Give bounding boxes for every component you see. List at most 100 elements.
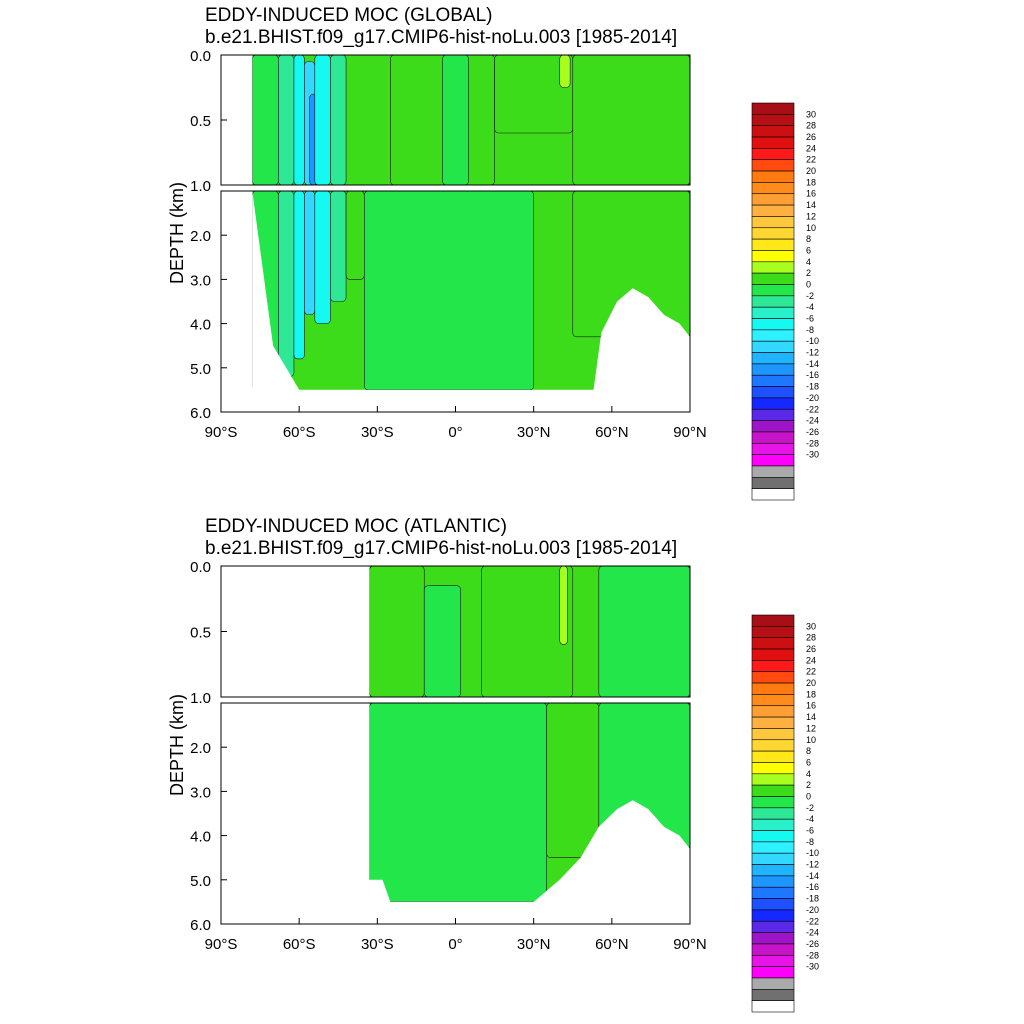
colorbar-swatch xyxy=(751,193,795,206)
contour-region xyxy=(314,191,331,324)
colorbar-label: -18 xyxy=(806,894,819,904)
colorbar-label: -28 xyxy=(806,438,819,448)
colorbar-label: -6 xyxy=(806,826,814,836)
panel-title: EDDY-INDUCED MOC (GLOBAL) xyxy=(205,5,493,26)
lower-subplot xyxy=(221,191,690,412)
contour-plot-atlantic: 0.0 0.5 1.0 2.0 3.0 4.0 5.0 6.0 90°S 60°S 30°S 0° 30… xyxy=(190,559,707,953)
contour-region xyxy=(304,191,316,316)
contour-region xyxy=(293,55,305,185)
land-mask xyxy=(369,800,690,924)
colorbar-swatch xyxy=(751,716,795,729)
colorbar-label: -28 xyxy=(806,950,819,960)
colorbar-label: 14 xyxy=(806,712,816,722)
colorbar-label: -4 xyxy=(806,814,814,824)
y-tick-label: 0.0 xyxy=(190,48,211,65)
upper-subplot xyxy=(221,55,690,185)
colorbar-label: 26 xyxy=(806,644,816,654)
colorbar-swatch xyxy=(751,136,795,149)
y-tick-label: 2.0 xyxy=(190,228,211,245)
colorbar-label: 16 xyxy=(806,701,816,711)
colorbar-swatch xyxy=(751,626,795,638)
x-tick-label: 0° xyxy=(448,424,462,441)
colorbar-swatch xyxy=(751,454,795,467)
colorbar-label: 12 xyxy=(806,211,816,221)
colorbar-swatch xyxy=(751,852,795,865)
y-tick-label: 1.0 xyxy=(190,690,211,707)
y-tick-label: 5.0 xyxy=(190,873,211,890)
colorbar-swatch xyxy=(751,250,795,263)
colorbar-swatch xyxy=(751,477,795,489)
x-tick-label: 60°N xyxy=(595,936,629,953)
colorbar-swatch xyxy=(751,943,795,956)
colorbar-label: 28 xyxy=(806,633,816,643)
contour-region xyxy=(369,703,547,903)
colorbar-swatch xyxy=(751,182,795,195)
colorbar-swatch xyxy=(751,660,795,673)
colorbar-label: -26 xyxy=(806,427,819,437)
colorbar-swatch xyxy=(751,488,795,501)
colorbar-swatch xyxy=(751,818,795,831)
colorbar-swatch xyxy=(751,306,795,319)
colorbar-swatch xyxy=(751,397,795,410)
colorbar-swatch xyxy=(751,227,795,240)
colorbar-swatch xyxy=(751,841,795,854)
panel-subtitle: b.e21.BHIST.f09_g17.CMIP6-hist-noLu.003 … xyxy=(205,538,677,559)
colorbar-swatch xyxy=(751,238,795,251)
colorbar-atlantic: 302826242220181614121086420-2-4-6-8-10-1… xyxy=(751,614,819,1013)
colorbar-label: -30 xyxy=(806,450,819,460)
colorbar-swatch xyxy=(751,295,795,308)
colorbar-swatch xyxy=(751,386,795,399)
contour-region xyxy=(546,703,600,858)
land-mask xyxy=(221,566,370,697)
colorbar-swatch xyxy=(751,728,795,741)
colorbar-swatch xyxy=(751,671,795,684)
colorbar-label: -20 xyxy=(806,393,819,403)
colorbar-swatch xyxy=(751,750,795,763)
colorbar-label: 24 xyxy=(806,655,816,665)
colorbar-swatch xyxy=(751,909,795,922)
colorbar-swatch xyxy=(751,170,795,183)
colorbar-swatch xyxy=(751,694,795,707)
contour-region xyxy=(251,55,279,185)
x-tick-label: 60°S xyxy=(283,936,316,953)
x-tick-label: 60°S xyxy=(283,424,316,441)
contour-region xyxy=(423,585,462,697)
colorbar-label: 2 xyxy=(806,780,811,790)
colorbar-swatch xyxy=(751,374,795,387)
colorbar-swatch xyxy=(751,159,795,172)
colorbar-label: -22 xyxy=(806,916,819,926)
colorbar-label: -4 xyxy=(806,302,814,312)
y-tick-label: 6.0 xyxy=(190,405,211,422)
colorbar-label: 8 xyxy=(806,746,811,756)
colorbar-label: 8 xyxy=(806,234,811,244)
colorbar-swatch xyxy=(751,682,795,695)
colorbar-label: -10 xyxy=(806,848,819,858)
colorbar-label: -14 xyxy=(806,359,819,369)
colorbar-swatch xyxy=(751,762,795,775)
colorbar-swatch xyxy=(751,773,795,786)
colorbar-swatch xyxy=(751,966,795,979)
colorbar-label: -16 xyxy=(806,370,819,380)
upper-subplot xyxy=(221,566,690,697)
colorbar-label: -10 xyxy=(806,336,819,346)
colorbar-swatch xyxy=(751,875,795,888)
colorbar-swatch xyxy=(751,431,795,444)
colorbar-label: -24 xyxy=(806,928,819,938)
panel-global: EDDY-INDUCED MOC (GLOBAL) b.e21.BHIST.f0… xyxy=(167,5,707,441)
colorbar-label: 18 xyxy=(806,689,816,699)
colorbar-swatch xyxy=(751,739,795,752)
colorbar-swatch xyxy=(751,614,795,627)
x-tick-label: 0° xyxy=(448,936,462,953)
colorbar-swatch xyxy=(751,977,795,990)
colorbar-label: 4 xyxy=(806,257,811,267)
contour-region xyxy=(369,566,425,697)
x-tick-label: 30°N xyxy=(517,936,551,953)
contour-region xyxy=(364,191,534,391)
colorbar-label: 6 xyxy=(806,757,811,767)
colorbar-label: -14 xyxy=(806,871,819,881)
x-tick-label: 90°N xyxy=(673,936,707,953)
land-mask xyxy=(221,703,370,924)
y-axis-label: DEPTH (km) xyxy=(167,182,187,284)
contour-region xyxy=(559,566,568,645)
colorbar-swatch xyxy=(751,920,795,933)
